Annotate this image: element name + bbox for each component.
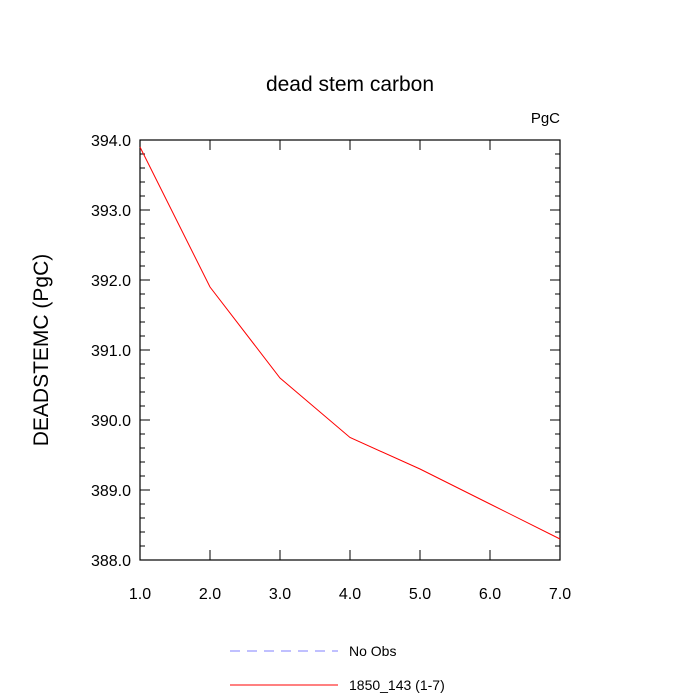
series-line-1 [139,146,561,540]
x-tick-label: 2.0 [199,586,221,603]
x-tick-label: 4.0 [339,586,361,603]
chart-title: dead stem carbon [266,73,434,96]
y-tick-labels: 388.0 389.0 390.0 391.0 392.0 393.0 394.0 [91,133,131,570]
legend-label-1850-143: 1850_143 (1-7) [349,677,445,693]
series-layer [139,146,561,540]
x-tick-label: 5.0 [409,586,431,603]
x-tick-label: 7.0 [549,586,571,603]
x-tick-label: 1.0 [129,586,151,603]
x-tick-labels: 1.0 2.0 3.0 4.0 5.0 6.0 7.0 [129,586,571,603]
units-label: PgC [531,110,560,127]
x-tick-label: 3.0 [269,586,291,603]
x-tick-label: 6.0 [479,586,501,603]
legend: No Obs 1850_143 (1-7) [230,643,445,693]
y-tick-label: 388.0 [91,553,131,570]
legend-label-no-obs: No Obs [349,643,396,659]
y-tick-label: 392.0 [91,273,131,290]
y-tick-label: 389.0 [91,483,131,500]
y-tick-label: 394.0 [91,133,131,150]
y-tick-label: 390.0 [91,413,131,430]
y-tick-label: 393.0 [91,203,131,220]
y-tick-label: 391.0 [91,343,131,360]
plot-frame [139,139,561,561]
y-axis-title: DEADSTEMC (PgC) [30,254,53,447]
major-ticks [139,139,561,561]
minor-ticks [140,153,560,547]
